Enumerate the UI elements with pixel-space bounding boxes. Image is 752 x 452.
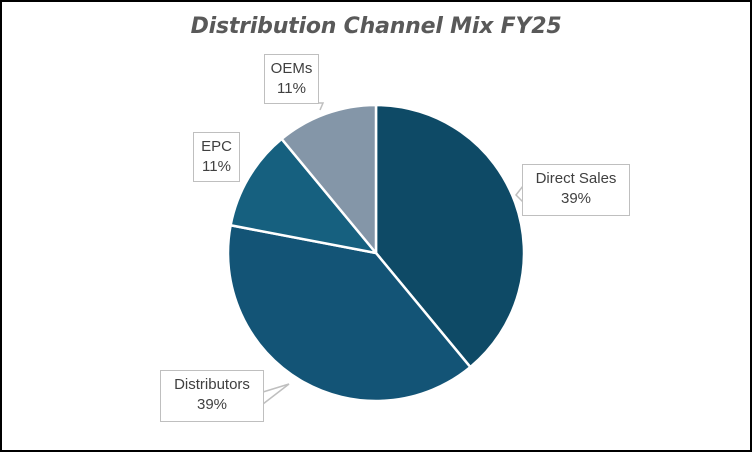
data-label-epc: EPC 11% — [193, 132, 240, 182]
pie-slice-direct-sales — [374, 103, 526, 369]
label-value: 11% — [277, 80, 306, 97]
callout-pointer — [515, 185, 524, 203]
label-name: Distributors — [174, 376, 250, 393]
label-name: Direct Sales — [535, 170, 617, 187]
pie-slice-epc — [229, 137, 378, 255]
label-value: 39% — [196, 396, 228, 413]
label-name: EPC — [201, 138, 232, 155]
label-value: 11% — [202, 158, 231, 175]
label-value: 39% — [560, 190, 592, 207]
callout-pointer — [262, 383, 290, 405]
data-label-distributors: Distributors 39% — [160, 370, 264, 422]
chart-title: Distribution Channel Mix FY25 — [190, 14, 562, 39]
data-label-oems: OEMs 11% — [264, 54, 319, 104]
pie-slices — [226, 103, 526, 403]
pie-slice-distributors — [226, 224, 472, 403]
callout-pointer — [300, 102, 325, 111]
data-label-direct-sales: Direct Sales 39% — [522, 164, 630, 216]
label-name: OEMs — [270, 60, 313, 77]
pie-slice-oems — [280, 103, 378, 255]
